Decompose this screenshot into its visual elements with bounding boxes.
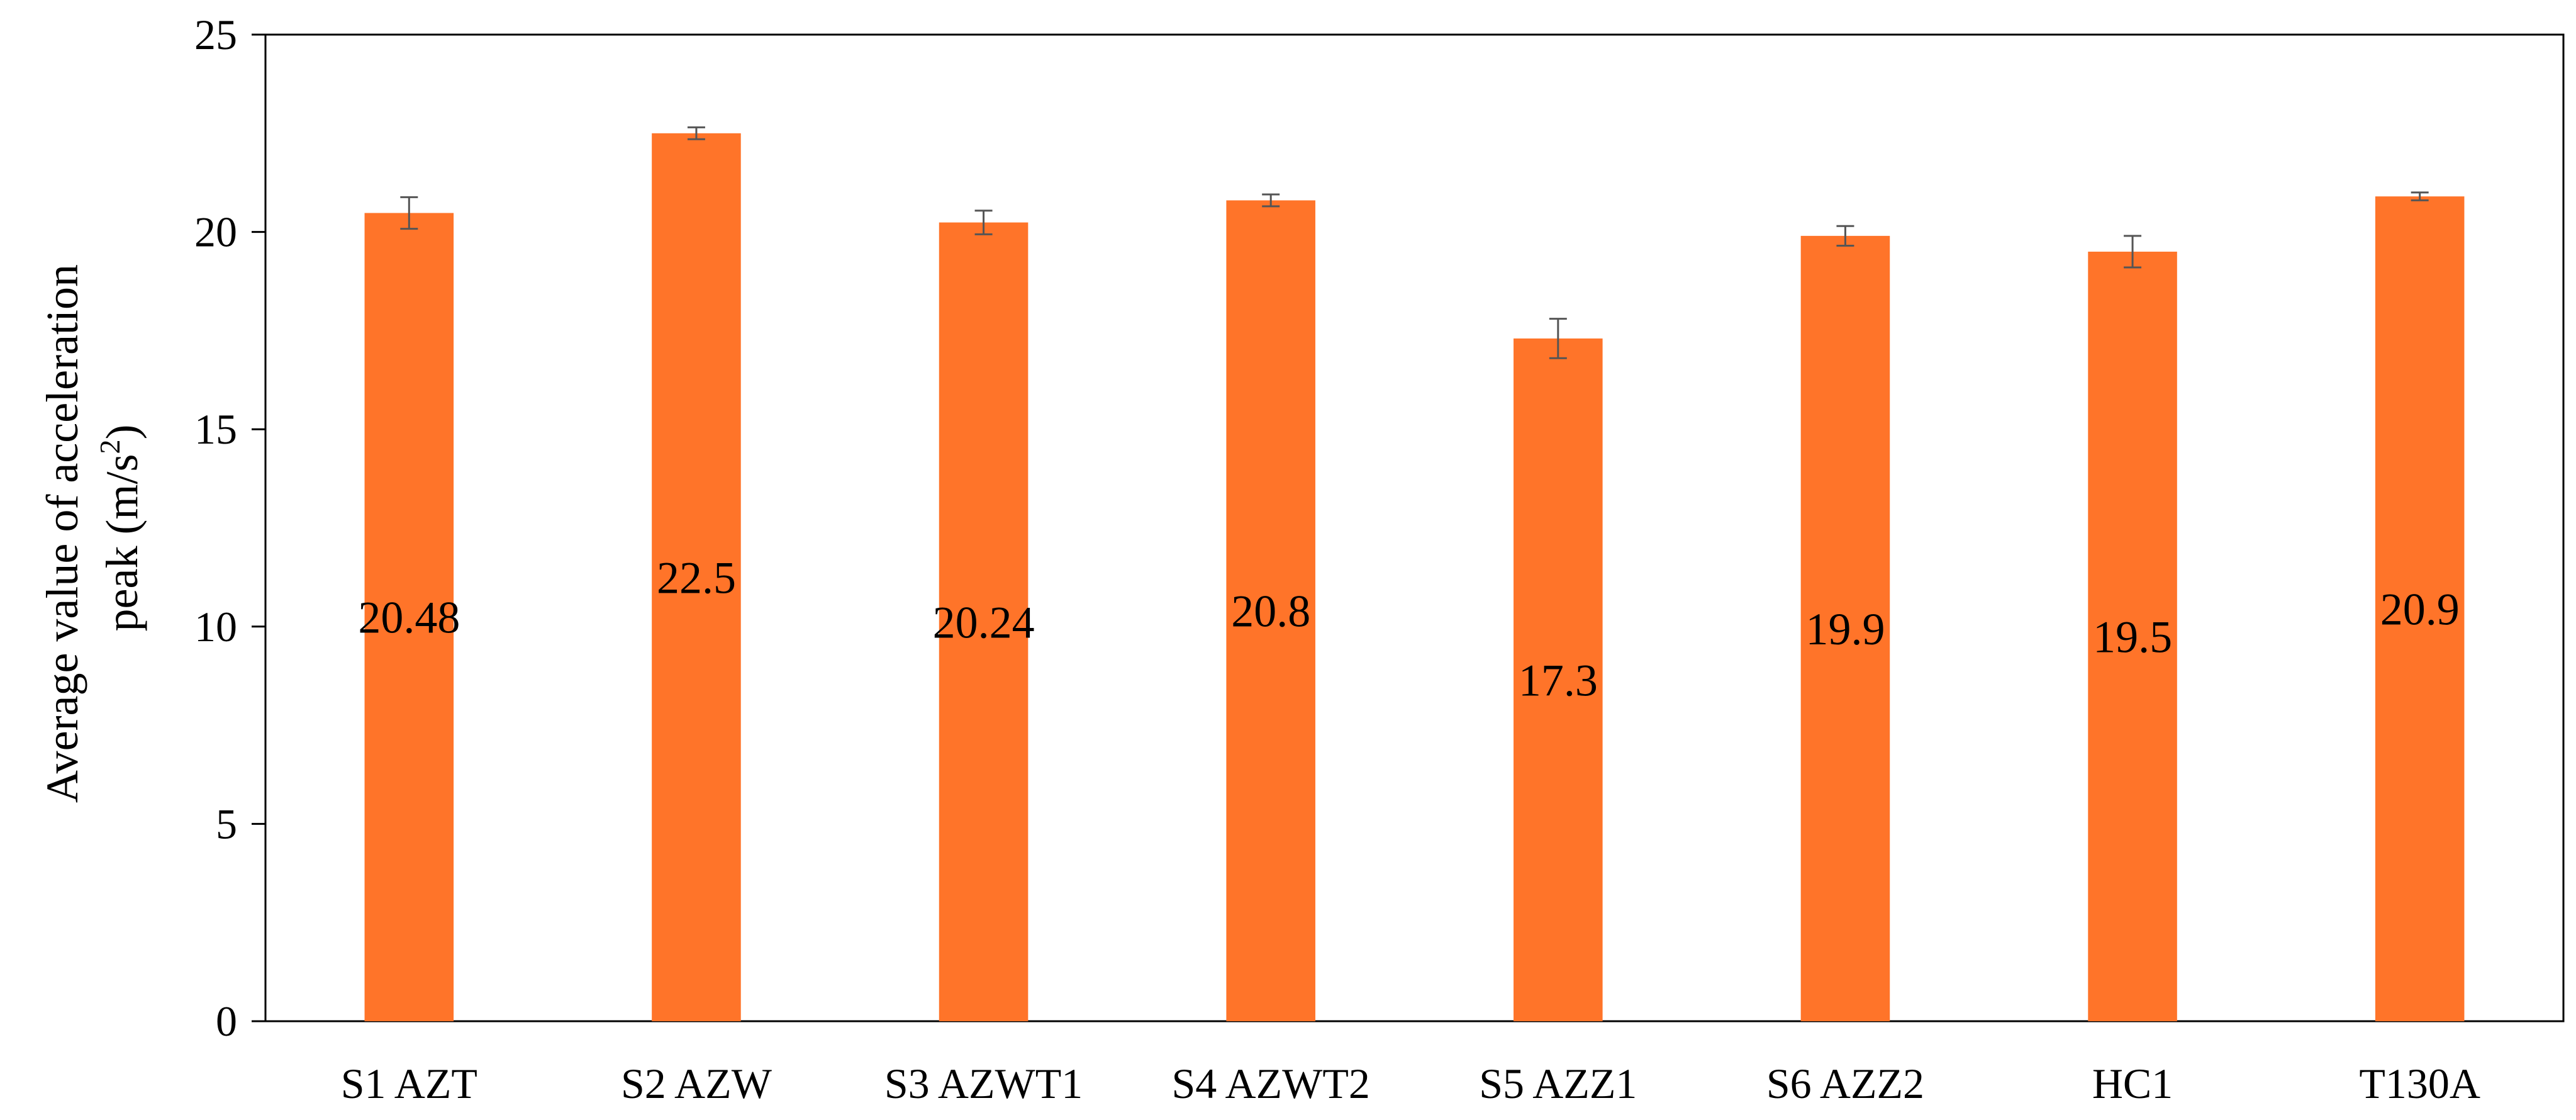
- data-label: 20.9: [2380, 585, 2460, 635]
- bar: [2088, 251, 2177, 1022]
- y-axis-title-line2-prefix: peak (m/s: [97, 454, 147, 632]
- y-tick-label: 10: [194, 603, 237, 651]
- x-tick-label: S6 AZZ2: [1766, 1060, 1924, 1107]
- bars: [364, 133, 2465, 1022]
- y-tick-label: 5: [216, 800, 237, 848]
- x-tick-label: T130A: [2359, 1060, 2480, 1107]
- data-labels: 20.48 22.5 20.24 20.8 17.3 19.9 19.5 20.9: [358, 552, 2459, 705]
- x-tick-label: S2 AZW: [621, 1060, 772, 1107]
- bar: [1800, 235, 1890, 1021]
- data-label: 20.8: [1231, 586, 1310, 637]
- bar: [1226, 200, 1315, 1021]
- data-label: 20.24: [933, 597, 1035, 647]
- y-axis: 0 5 10 15 20 25: [194, 11, 265, 1045]
- y-tick-label: 0: [216, 997, 237, 1045]
- bar: [1514, 338, 1603, 1021]
- data-label: 20.48: [358, 593, 460, 643]
- x-tick-label: S1 AZT: [341, 1060, 477, 1107]
- x-tick-label: S5 AZZ1: [1479, 1060, 1637, 1107]
- x-tick-label: S4 AZWT2: [1171, 1060, 1369, 1107]
- data-label: 17.3: [1519, 655, 1598, 705]
- error-bars: [400, 126, 2429, 359]
- data-label: 19.9: [1805, 604, 1885, 654]
- plot-area: [264, 33, 2565, 1022]
- data-label: 19.5: [2093, 612, 2172, 662]
- y-axis-title-superscript: 2: [94, 440, 126, 454]
- x-tick-label: S3 AZWT1: [884, 1060, 1083, 1107]
- y-tick-label: 20: [194, 208, 237, 256]
- y-axis-title-line1: Average value of acceleration: [37, 264, 87, 803]
- y-axis-title: Average value of acceleration peak (m/s2…: [37, 253, 147, 803]
- y-axis-title-line2-suffix: ): [97, 425, 147, 440]
- y-tick-label: 15: [194, 405, 237, 453]
- bar: [364, 213, 454, 1021]
- x-axis: S1 AZT S2 AZW S3 AZWT1 S4 AZWT2 S5 AZZ1 S6 AZ…: [341, 1060, 2480, 1107]
- bar: [652, 133, 741, 1021]
- bar: [2375, 196, 2465, 1022]
- x-tick-label: HC1: [2092, 1060, 2173, 1107]
- bar: [939, 222, 1029, 1021]
- data-label: 22.5: [657, 552, 736, 603]
- y-tick-label: 25: [194, 11, 237, 59]
